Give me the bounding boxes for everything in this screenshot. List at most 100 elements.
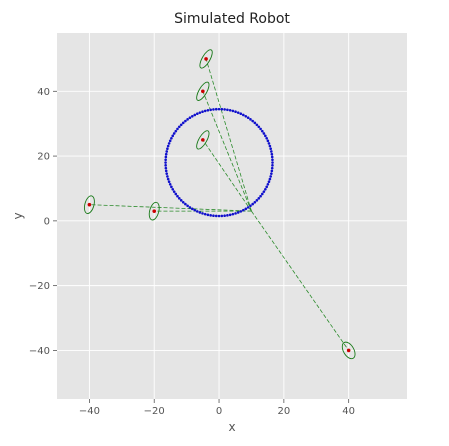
trajectory-point <box>174 192 178 196</box>
trajectory-point <box>209 108 212 112</box>
trajectory-point <box>255 199 259 202</box>
trajectory-point <box>242 208 245 212</box>
trajectory-point <box>171 187 175 191</box>
trajectory-point <box>268 144 272 148</box>
trajectory-point <box>193 208 197 212</box>
trajectory-point <box>167 180 171 184</box>
trajectory-point <box>271 164 274 167</box>
trajectory-point <box>242 113 245 117</box>
trajectory-point <box>179 123 183 127</box>
trajectory-point <box>164 152 168 156</box>
trajectory-point <box>195 210 199 213</box>
trajectory-point <box>220 107 224 111</box>
trajectory-point <box>172 190 176 193</box>
trajectory-point <box>195 112 199 116</box>
trajectory-point <box>234 110 237 114</box>
x-axis-label: x <box>228 420 235 434</box>
trajectory-point <box>166 144 170 148</box>
x-tick-label: −20 <box>144 406 165 417</box>
trajectory-point <box>270 166 274 170</box>
trajectory-point <box>228 213 232 217</box>
trajectory-point <box>260 192 264 196</box>
trajectory-point <box>167 142 171 145</box>
trajectory-point <box>164 169 168 173</box>
trajectory-point <box>184 119 187 123</box>
trajectory-point <box>172 132 176 135</box>
uncertainty-ellipse <box>341 341 356 360</box>
trajectory-point <box>212 108 215 111</box>
x-ticks: −40 −20 0 20 40 <box>79 399 355 417</box>
trajectory-point <box>214 107 218 111</box>
trajectory-point <box>244 114 248 118</box>
trajectory-point <box>226 108 229 112</box>
trajectory-point <box>268 177 272 181</box>
trajectory-point <box>236 211 240 214</box>
trajectory-point <box>228 108 232 112</box>
trajectory-point <box>170 136 173 140</box>
trajectory-point <box>260 129 264 133</box>
trajectory-point <box>239 210 243 213</box>
x-tick-label: 0 <box>216 406 222 417</box>
landmark-point <box>346 348 351 353</box>
trajectory-point <box>184 202 187 206</box>
uncertainty-ellipse <box>83 195 95 214</box>
uncertainty-ellipse <box>196 130 210 150</box>
trajectory-point <box>249 204 252 208</box>
trajectory-point <box>257 125 261 129</box>
trajectory-point <box>253 200 257 204</box>
trajectory-point <box>198 211 202 214</box>
trajectory-point <box>264 187 267 191</box>
trajectory-point <box>251 202 254 206</box>
trajectory-point <box>181 121 185 125</box>
trajectory-point <box>270 152 274 156</box>
trajectory-points <box>164 107 274 218</box>
trajectory-point <box>164 155 168 159</box>
landmark-points <box>87 57 351 353</box>
y-ticks: −40 −20 0 20 40 <box>29 87 57 357</box>
trajectory-point <box>166 177 170 181</box>
trajectory-point <box>251 119 254 123</box>
uncertainty-ellipse <box>148 201 160 221</box>
trajectory-point <box>176 194 179 198</box>
trajectory-point <box>271 158 274 162</box>
trajectory-point <box>220 214 224 218</box>
landmark-point <box>152 209 157 213</box>
sight-line <box>89 204 252 212</box>
trajectory-point <box>223 108 226 111</box>
trajectory-point <box>249 118 252 121</box>
trajectory-point <box>188 206 192 209</box>
trajectory-point <box>259 127 262 131</box>
trajectory-point <box>255 123 259 127</box>
trajectory-point <box>253 121 257 125</box>
trajectory-point <box>265 185 268 189</box>
trajectory-point <box>179 199 183 202</box>
trajectory-point <box>166 147 169 151</box>
x-tick-label: 20 <box>277 406 290 417</box>
landmark-point <box>201 138 205 142</box>
trajectory-point <box>206 108 210 112</box>
y-tick-label: 20 <box>37 152 50 163</box>
trajectory-point <box>267 142 271 145</box>
sight-lines <box>89 58 349 351</box>
trajectory-point <box>217 214 221 218</box>
trajectory-point <box>264 134 267 138</box>
y-axis-label: y <box>11 212 25 219</box>
trajectory-point <box>244 207 248 211</box>
trajectory-point <box>231 109 235 113</box>
trajectory-point <box>266 182 270 186</box>
trajectory-point <box>164 164 167 167</box>
trajectory-point <box>165 150 169 153</box>
trajectory-point <box>181 200 185 204</box>
trajectory-point <box>262 132 266 135</box>
landmark-point <box>87 202 92 207</box>
x-tick-label: 40 <box>342 406 355 417</box>
trajectory-point <box>174 129 178 133</box>
y-tick-label: 40 <box>37 87 50 98</box>
trajectory-point <box>186 118 189 121</box>
trajectory-point <box>270 169 274 173</box>
trajectory-point <box>239 112 243 116</box>
trajectory-point <box>177 125 181 129</box>
trajectory-point <box>270 155 274 159</box>
trajectory-point <box>257 197 261 200</box>
